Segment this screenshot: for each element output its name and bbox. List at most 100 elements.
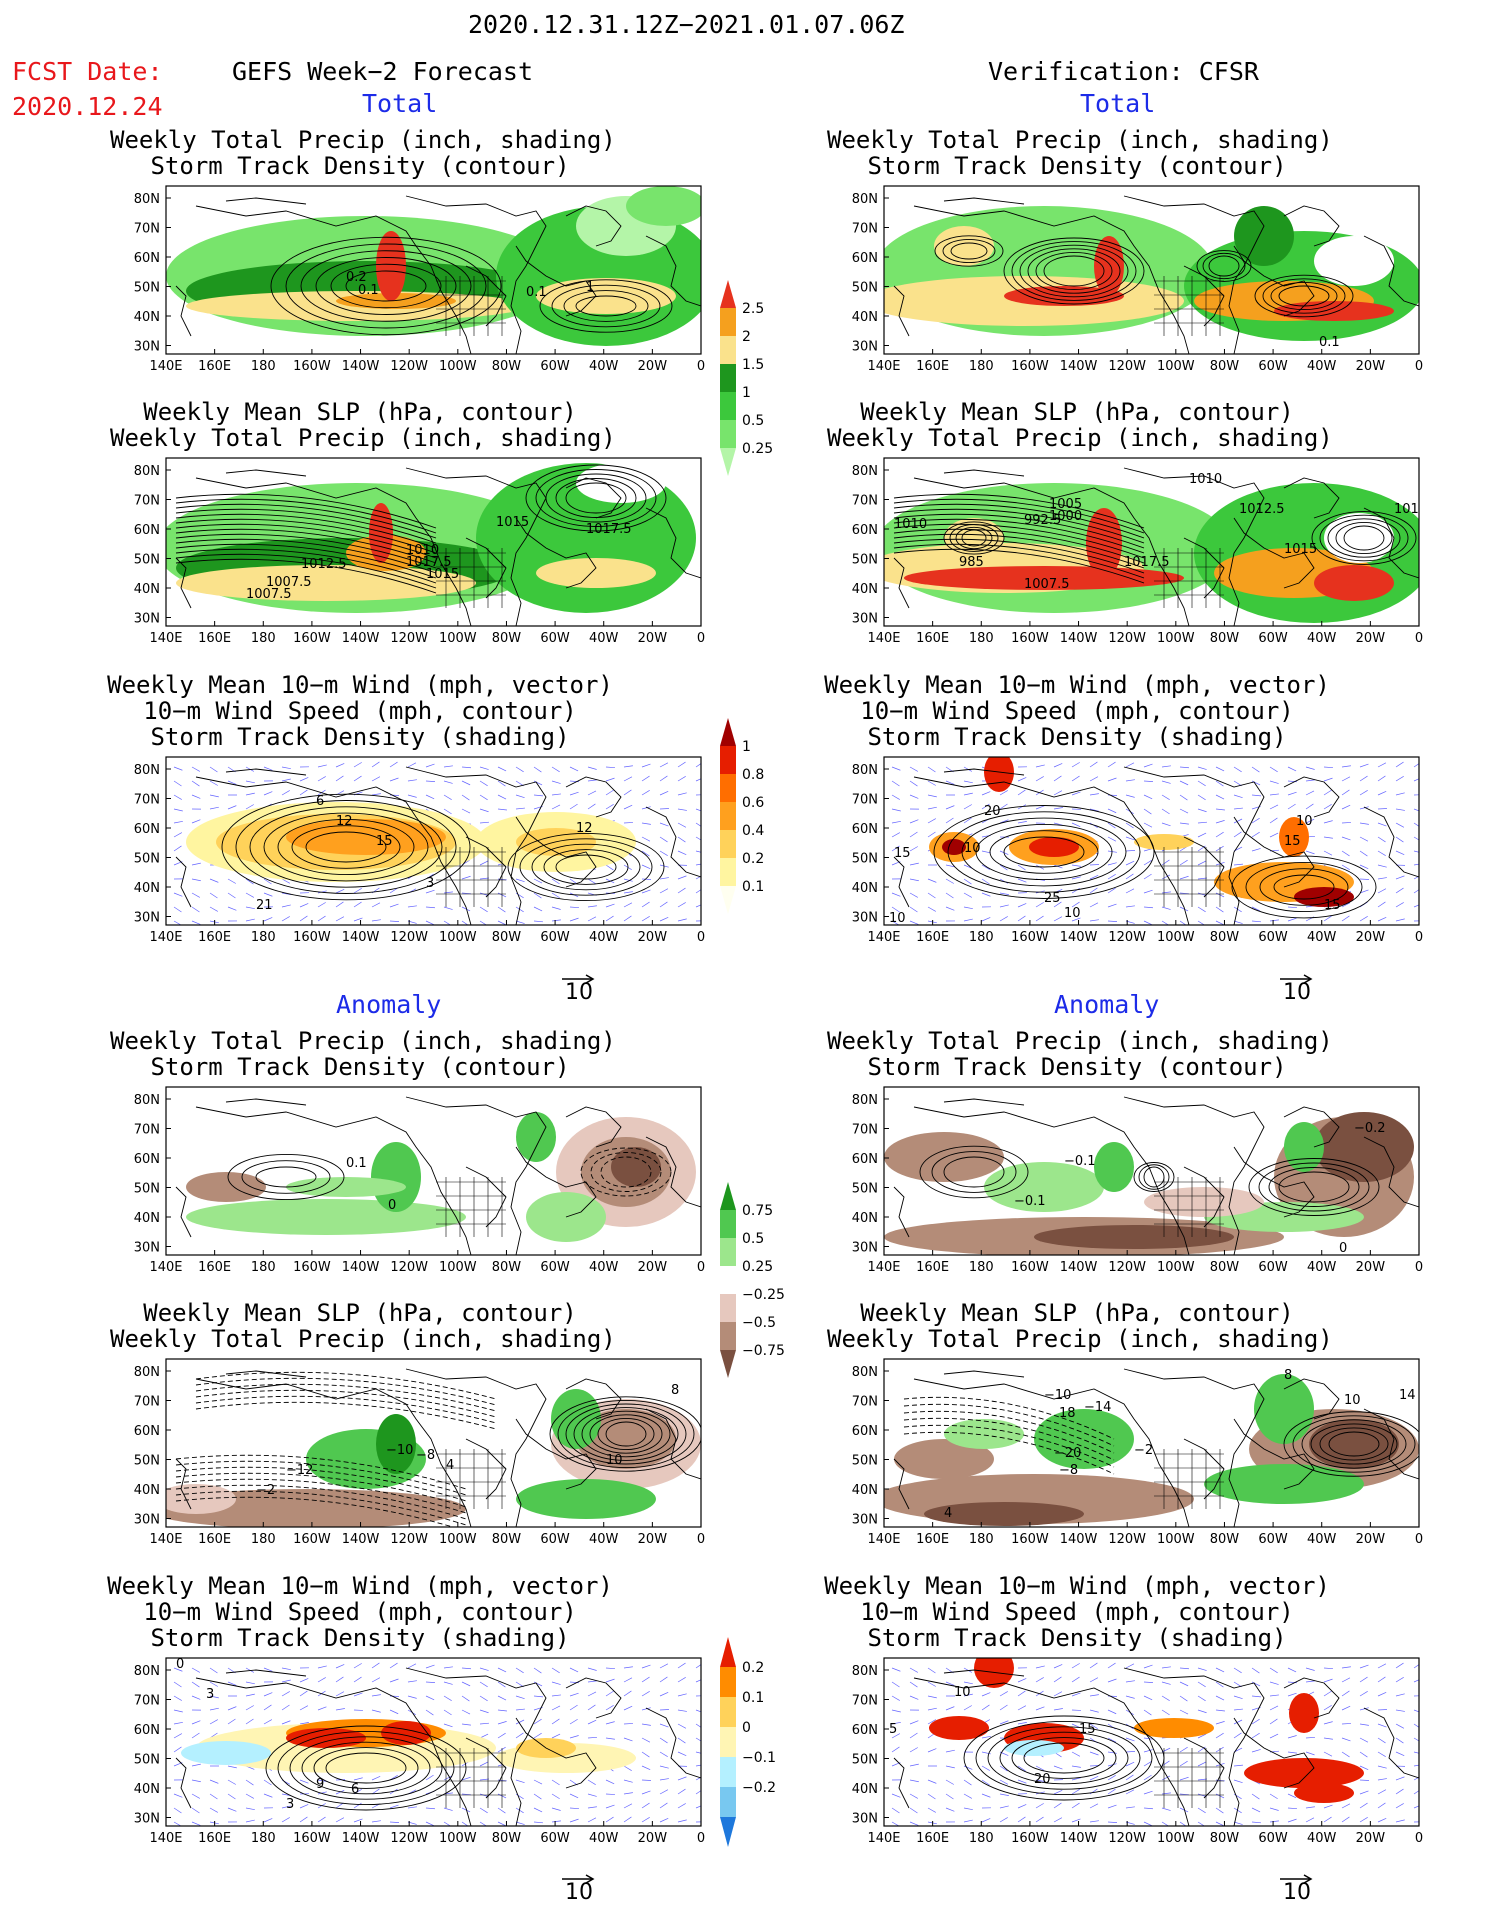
wind-vector: [1071, 791, 1081, 796]
contour-line: [903, 1424, 1115, 1468]
coastline: [225, 197, 307, 205]
colorbar-total-storm-density: 1 0.8 0.6 0.4 0.2 0.1: [720, 706, 780, 936]
wind-vector: [1053, 864, 1063, 869]
colorbar-segment: [720, 830, 736, 858]
wind-vector: [425, 763, 435, 768]
wind-vector: [1377, 901, 1386, 908]
contour-label: 1015: [426, 567, 459, 582]
wind-vector: [1377, 1737, 1386, 1744]
lat-tick-label: 30N: [852, 612, 878, 627]
wind-vector: [945, 878, 954, 884]
wind-vector: [1143, 1790, 1153, 1795]
wind-vector: [479, 766, 489, 770]
wind-vector: [605, 915, 614, 922]
wind-vector: [227, 1706, 237, 1711]
lon-tick-label: 120W: [390, 930, 428, 945]
wind-vector: [927, 906, 936, 912]
wind-vector: [1161, 1747, 1171, 1753]
wind-vector: [173, 766, 183, 771]
lon-tick-label: 60W: [540, 1260, 570, 1275]
wind-vector: [1125, 1680, 1135, 1683]
section-label-anomaly-left: Anomaly: [336, 990, 442, 1019]
wind-vector: [1197, 1695, 1206, 1702]
lat-tick-label: 50N: [852, 1182, 878, 1197]
shading-region: [181, 1741, 271, 1765]
wind-vector: [1053, 1708, 1063, 1711]
wind-vector: [659, 1751, 668, 1757]
wind-vector: [209, 1779, 219, 1784]
wind-vector: [677, 1723, 687, 1729]
wind-vector: [353, 1663, 362, 1669]
shading-region: [984, 1162, 1104, 1212]
coastline: [1283, 1106, 1340, 1148]
lon-tick-label: 160E: [916, 930, 949, 945]
wind-vector: [245, 1705, 254, 1711]
wind-vector: [209, 1793, 218, 1800]
wind-vector: [1125, 1774, 1134, 1781]
wind-vector: [695, 904, 701, 908]
wind-vector: [677, 1776, 687, 1781]
wind-vector: [1251, 906, 1261, 912]
contour-line: [589, 1414, 663, 1454]
shading-region: [1144, 1187, 1264, 1217]
wind-vector: [1125, 1789, 1135, 1795]
coastline: [943, 1669, 1025, 1677]
wind-vector: [1053, 1691, 1063, 1697]
wind-vector: [227, 1793, 236, 1800]
date-range-title: 2020.12.31.12Z−2021.01.07.06Z: [468, 10, 905, 39]
wind-vector: [1017, 1705, 1027, 1711]
wind-vector: [1287, 1692, 1297, 1697]
wind-vector: [945, 1779, 954, 1785]
contour-line: [597, 1417, 655, 1451]
wind-vector: [641, 889, 651, 894]
wind-vector: [605, 1690, 614, 1697]
contour-line: [949, 524, 999, 552]
wind-vector: [1071, 775, 1080, 782]
wind-vector: [641, 1691, 650, 1697]
wind-vector: [263, 878, 272, 885]
wind-vector: [1251, 1793, 1260, 1800]
contour-line: [580, 1147, 672, 1197]
contour-line: [605, 1421, 647, 1447]
wind-vector: [1233, 1821, 1243, 1825]
wind-vector: [245, 1718, 254, 1725]
coastline: [465, 1166, 507, 1228]
lon-tick-label: 120W: [1108, 1831, 1146, 1846]
colorbar-label: −0.5: [742, 1315, 776, 1331]
lon-tick-label: 0: [1415, 930, 1423, 945]
contour-line: [325, 1752, 407, 1784]
wind-vector: [569, 1735, 579, 1739]
wind-vector: [191, 1763, 201, 1767]
contour-label: 3: [426, 876, 434, 891]
contour-line: [1245, 861, 1363, 913]
lon-tick-label: 120W: [1108, 631, 1146, 646]
wind-vector: [1107, 836, 1117, 842]
wind-vector: [1377, 888, 1387, 894]
wind-vector: [173, 808, 183, 812]
map-frame: [883, 756, 1420, 926]
coastline: [893, 285, 910, 337]
contour-line: [947, 811, 1141, 893]
wind-vector: [389, 903, 399, 908]
colorbar-anomaly-storm-density: 0.2 0.1 0 −0.1 −0.2: [720, 1625, 780, 1869]
lon-tick-label: 140E: [867, 1260, 900, 1275]
wind-vector: [677, 1677, 686, 1683]
wind-vector: [1107, 1775, 1116, 1781]
wind-vector: [1233, 794, 1243, 798]
shading-region: [1289, 1693, 1319, 1733]
lat-tick-label: 50N: [852, 281, 878, 296]
contour-line: [955, 526, 993, 550]
wind-vector: [945, 780, 955, 785]
wind-vector: [1233, 1667, 1242, 1674]
coastline: [195, 1677, 472, 1826]
lon-tick-label: 60W: [540, 1532, 570, 1547]
wind-vector: [1071, 1692, 1081, 1697]
wind-vector: [227, 1681, 237, 1686]
wind-vector: [1215, 820, 1225, 824]
lon-tick-label: 20W: [1356, 1831, 1386, 1846]
contour-label: 6: [316, 794, 324, 809]
colorbar-segment: [720, 1182, 736, 1210]
wind-vector: [1323, 1667, 1334, 1670]
wind-vector: [1359, 1765, 1369, 1771]
wind-vector: [1269, 817, 1278, 824]
